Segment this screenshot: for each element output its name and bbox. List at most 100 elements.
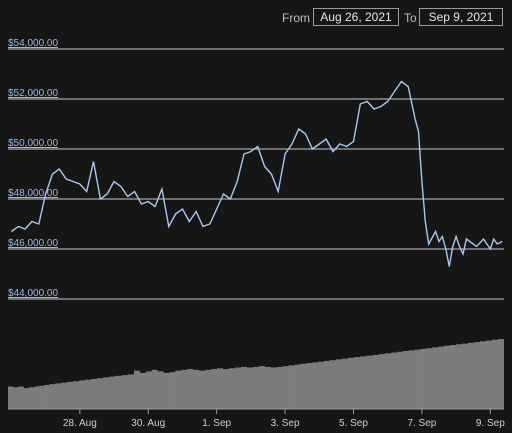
volume-bar	[268, 366, 270, 409]
volume-bar	[473, 342, 474, 409]
volume-bar	[64, 382, 66, 409]
volume-bar	[320, 361, 322, 409]
volume-bar	[135, 370, 137, 409]
volume-bar	[340, 359, 341, 409]
volume-bar	[427, 348, 429, 409]
volume-bar	[12, 387, 14, 409]
volume-bar	[426, 348, 428, 409]
volume-bar	[407, 351, 409, 409]
volume-bar	[395, 352, 397, 409]
volume-bar	[302, 363, 304, 409]
volume-bar	[345, 358, 346, 409]
volume-bar	[463, 343, 464, 409]
volume-bar	[432, 347, 434, 409]
volume-bar	[291, 365, 293, 409]
volume-bar	[359, 357, 360, 409]
volume-bar	[183, 369, 185, 409]
volume-bar	[244, 366, 245, 409]
volume-bar	[414, 349, 416, 409]
volume-bar	[443, 346, 445, 409]
volume-bar	[29, 387, 31, 409]
volume-bar	[238, 367, 239, 409]
volume-bar	[141, 372, 143, 409]
volume-bar	[174, 372, 176, 409]
volume-bar	[308, 363, 310, 409]
volume-bar	[272, 367, 274, 409]
volume-bar	[115, 375, 116, 409]
volume-bar	[267, 366, 269, 409]
volume-bar	[464, 343, 465, 409]
volume-bar	[169, 372, 171, 409]
volume-bar	[165, 372, 167, 409]
volume-bar	[428, 348, 430, 409]
volume-bar	[484, 341, 485, 409]
volume-bar	[48, 384, 50, 409]
volume-bar	[107, 377, 108, 409]
volume-bar	[402, 351, 404, 409]
volume-bar	[138, 370, 140, 409]
volume-bar	[299, 364, 301, 409]
volume-bar	[114, 376, 115, 409]
volume-bar	[442, 346, 444, 409]
volume-bar	[91, 378, 92, 409]
volume-bar	[357, 357, 358, 409]
volume-bar	[280, 366, 282, 409]
volume-bar	[422, 348, 424, 409]
volume-bar	[351, 357, 352, 409]
volume-bar	[205, 369, 207, 409]
volume-bar	[194, 369, 196, 409]
volume-bar	[384, 353, 386, 409]
volume-bar	[22, 386, 24, 409]
volume-bar	[307, 363, 309, 409]
volume-bar	[214, 369, 215, 409]
from-date-input[interactable]	[313, 8, 399, 26]
to-date-input[interactable]	[419, 8, 503, 26]
volume-bar	[143, 372, 145, 409]
volume-bar	[467, 343, 468, 409]
volume-bar	[149, 371, 151, 409]
volume-bar	[32, 387, 34, 409]
volume-bar	[134, 370, 136, 409]
volume-bar	[413, 350, 415, 409]
volume-bar	[387, 353, 389, 409]
volume-bar	[8, 386, 9, 409]
volume-bar	[358, 357, 359, 409]
volume-bar	[109, 376, 110, 409]
volume-bar	[349, 357, 350, 409]
volume-bar	[454, 345, 455, 409]
volume-bar	[429, 348, 431, 409]
volume-bar	[305, 363, 307, 409]
volume-bar	[229, 368, 230, 409]
volume-bar	[192, 369, 194, 409]
volume-bar	[306, 363, 308, 409]
volume-bar	[211, 369, 212, 409]
volume-bar	[339, 359, 340, 409]
volume-bar	[203, 370, 205, 409]
volume-bar	[491, 340, 492, 409]
volume-bar	[49, 384, 51, 409]
volume-bar	[436, 347, 438, 409]
volume-bar	[475, 342, 476, 409]
volume-bar	[264, 366, 266, 409]
volume-bar	[240, 367, 241, 409]
volume-bar	[180, 370, 182, 409]
volume-bar	[44, 384, 46, 409]
volume-bar	[343, 358, 344, 409]
volume-bar	[449, 345, 451, 409]
volume-bar	[273, 367, 275, 409]
volume-bar	[127, 375, 128, 409]
volume-bar	[355, 357, 356, 409]
volume-bar	[35, 386, 37, 409]
volume-bar	[110, 376, 111, 409]
volume-bar	[16, 387, 18, 409]
volume-bar	[30, 387, 32, 409]
volume-bar	[220, 368, 221, 409]
x-tick-label: 9. Sep	[476, 418, 505, 429]
volume-bar	[301, 363, 303, 409]
x-tick-label: 3. Sep	[271, 418, 300, 429]
volume-bar	[371, 355, 372, 409]
volume-bar	[498, 339, 499, 409]
volume-bar	[356, 357, 357, 409]
volume-bar	[369, 355, 370, 409]
volume-bar	[457, 344, 458, 409]
